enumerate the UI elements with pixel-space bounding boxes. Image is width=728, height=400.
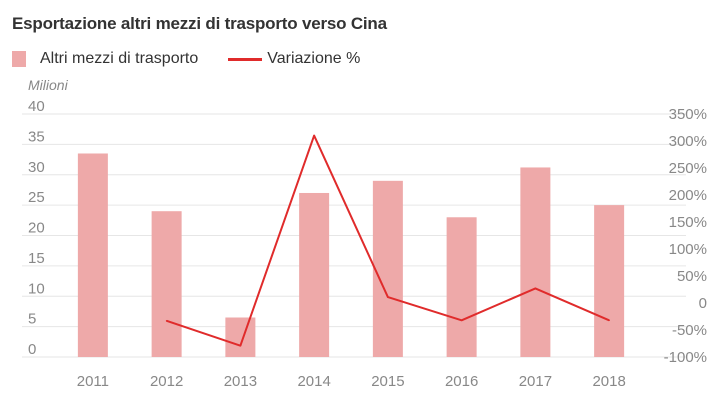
legend: Altri mezzi di trasporto Variazione %: [12, 48, 360, 70]
y-right-tick-label: 300%: [669, 133, 707, 150]
x-tick-label: 2013: [224, 373, 257, 390]
x-tick-label: 2012: [150, 373, 183, 390]
y-left-tick-label: 15: [28, 250, 45, 267]
y-axis-unit-label: Milioni: [28, 77, 68, 93]
variation-point: [387, 296, 389, 298]
legend-line-swatch: [228, 57, 263, 61]
y-right-tick-label: 200%: [669, 187, 707, 204]
y-left-tick-label: 10: [28, 280, 45, 297]
x-tick-label: 2018: [592, 373, 625, 390]
y-left-tick-label: 25: [28, 189, 45, 206]
bar: [77, 153, 108, 357]
bar: [151, 211, 182, 357]
legend-line-label: Variazione %: [267, 50, 361, 67]
legend-bar-label: Altri mezzi di trasporto: [40, 50, 199, 67]
variation-point: [313, 134, 315, 137]
y-right-tick-label: -100%: [664, 349, 707, 366]
x-tick-label: 2016: [445, 373, 478, 390]
bar: [520, 167, 551, 357]
y-left-tick-label: 0: [28, 341, 36, 358]
y-right-tick-label: 250%: [669, 160, 707, 177]
variation-point: [534, 287, 537, 290]
y-left-tick-label: 40: [28, 98, 45, 115]
y-right-tick-label: 50%: [677, 268, 707, 285]
y-left-tick-label: 20: [28, 220, 45, 237]
bar: [299, 192, 330, 357]
x-tick-label: 2014: [297, 373, 330, 390]
y-left-tick-label: 5: [28, 311, 36, 328]
variation-point: [460, 319, 463, 322]
legend-bar-swatch: [12, 51, 26, 67]
bar: [446, 217, 477, 357]
y-right-tick-label: 350%: [669, 106, 707, 123]
y-left-tick-label: 35: [28, 128, 45, 145]
x-tick-label: 2017: [519, 373, 552, 390]
y-left-tick-label: 30: [28, 159, 45, 176]
y-right-tick-label: 0: [699, 295, 707, 312]
bar: [372, 180, 403, 357]
y-right-tick-label: 150%: [669, 214, 707, 231]
bar: [225, 317, 256, 357]
y-right-tick-label: -50%: [672, 322, 707, 339]
x-tick-label: 2015: [371, 373, 404, 390]
bar: [594, 205, 625, 357]
variation-point: [165, 320, 168, 322]
chart-title: Esportazione altri mezzi di trasporto ve…: [12, 14, 387, 33]
x-tick-label: 2011: [77, 373, 109, 390]
y-right-tick-label: 100%: [669, 241, 707, 258]
variation-point: [239, 344, 242, 347]
variation-point: [608, 319, 610, 322]
